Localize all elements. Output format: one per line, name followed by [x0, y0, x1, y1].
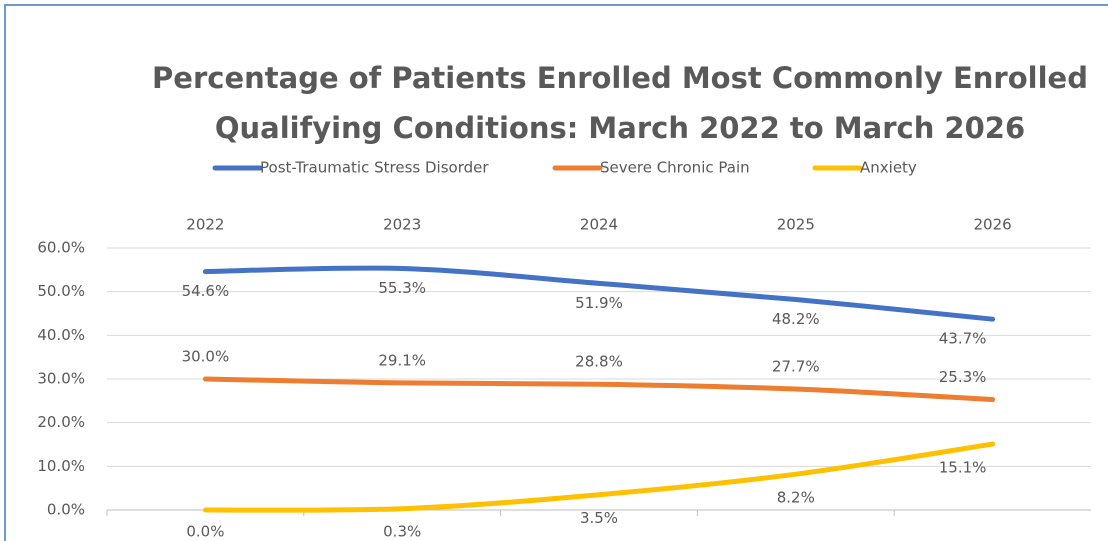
x-tick-label: 2023: [383, 216, 421, 234]
series-line: [202, 376, 996, 403]
chart-title: Qualifying Conditions: March 2022 to Mar…: [215, 111, 1025, 145]
y-tick-label: 60.0%: [37, 239, 85, 257]
legend-label: Severe Chronic Pain: [600, 159, 750, 177]
frame: [4, 4, 1108, 541]
y-tick-label: 50.0%: [37, 282, 85, 300]
data-label: 25.3%: [939, 368, 987, 386]
data-label: 43.7%: [939, 330, 987, 348]
y-tick-label: 0.0%: [47, 501, 85, 519]
x-tick-label: 2022: [186, 216, 224, 234]
y-tick-label: 40.0%: [37, 326, 85, 344]
data-label: 28.8%: [575, 353, 623, 371]
y-tick-label: 30.0%: [37, 370, 85, 388]
data-label: 54.6%: [182, 282, 230, 300]
data-label: 27.7%: [772, 358, 820, 376]
data-label: 48.2%: [772, 310, 820, 328]
series-line: [202, 441, 996, 513]
x-tick-label: 2026: [974, 216, 1012, 234]
data-label: 55.3%: [378, 279, 426, 297]
series-line: [202, 265, 996, 322]
data-label: 8.2%: [777, 489, 815, 507]
x-tick-label: 2025: [777, 216, 815, 234]
data-label: 30.0%: [182, 348, 230, 366]
data-label: 29.1%: [378, 351, 426, 369]
legend-label: Post-Traumatic Stress Disorder: [260, 159, 489, 177]
data-label: 0.0%: [186, 523, 224, 541]
data-label: 0.3%: [383, 523, 421, 541]
data-label: 3.5%: [580, 509, 618, 527]
data-label: 51.9%: [575, 294, 623, 312]
x-tick-label: 2024: [580, 216, 618, 234]
y-tick-label: 10.0%: [37, 457, 85, 475]
legend-label: Anxiety: [860, 159, 917, 177]
chart-title: Percentage of Patients Enrolled Most Com…: [152, 61, 1088, 95]
data-label: 15.1%: [939, 459, 987, 477]
y-tick-label: 20.0%: [37, 413, 85, 431]
